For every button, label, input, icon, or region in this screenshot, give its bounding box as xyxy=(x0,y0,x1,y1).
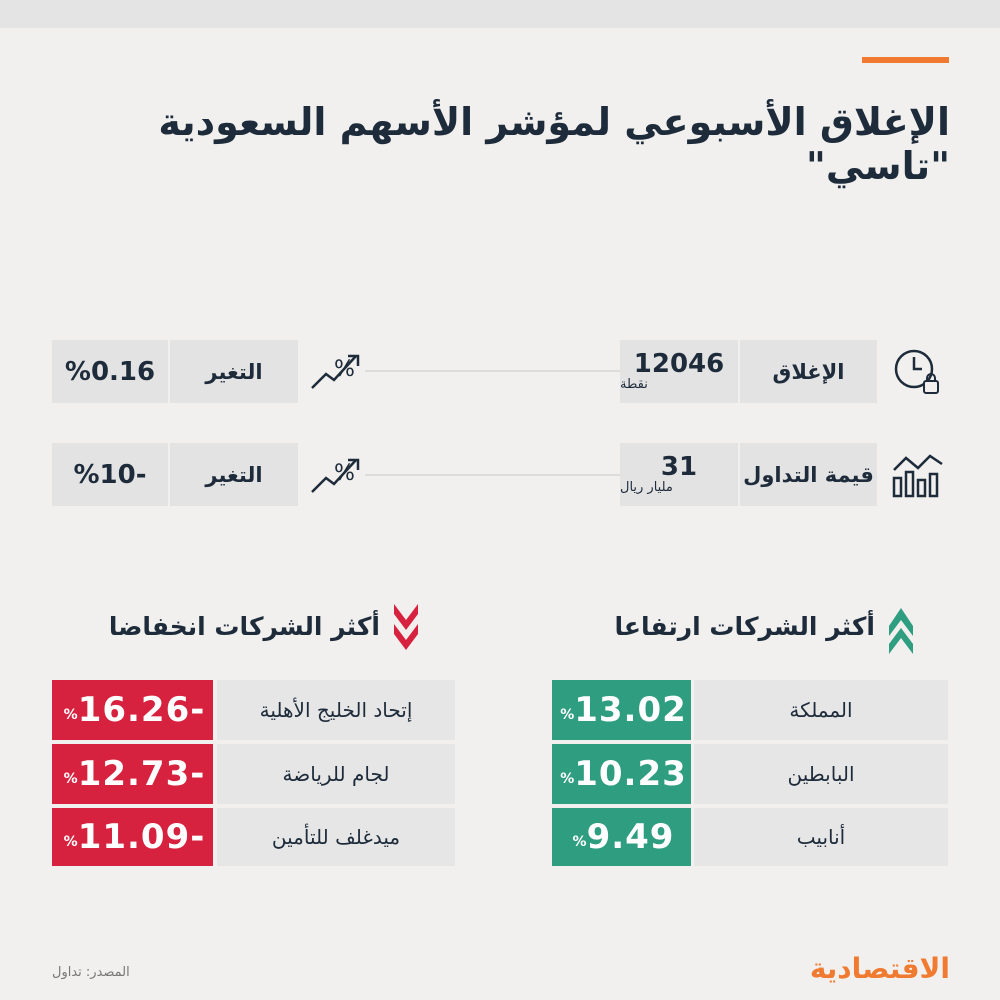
change-text: %0.16 xyxy=(64,356,156,387)
losers-title: أكثر الشركات انخفاضا xyxy=(108,612,380,641)
change-value: 10.23 xyxy=(574,754,687,794)
change-value: 9.49 xyxy=(586,817,675,857)
stat-unit: نقطة xyxy=(620,377,648,393)
percent-up-icon: % xyxy=(311,458,360,493)
title: الإغلاق الأسبوعي لمؤشر الأسهم السعودية "… xyxy=(158,100,950,188)
change-box: % 16.26- xyxy=(52,680,213,740)
change-box: % 13.02 xyxy=(552,680,691,740)
change-value: 12.73- xyxy=(77,754,206,794)
percent-sign: % xyxy=(572,834,587,850)
company-name: البابطين xyxy=(694,744,948,804)
gainers-title: أكثر الشركات ارتفاعا xyxy=(614,612,875,641)
svg-text:%: % xyxy=(334,357,355,382)
change-text: %10- xyxy=(73,459,147,490)
connector xyxy=(365,370,620,372)
percent-sign: % xyxy=(560,707,575,723)
stat-label: الإغلاق xyxy=(740,340,877,403)
change-box: % 12.73- xyxy=(52,744,213,804)
change-box: % 9.49 xyxy=(552,808,691,866)
stat-value: 31 xyxy=(660,452,698,483)
source: المصدر: تداول xyxy=(52,965,130,980)
company-name: إتحاد الخليج الأهلية xyxy=(217,680,455,740)
percent-sign: % xyxy=(63,834,78,850)
company-name: ميدغلف للتأمين xyxy=(217,808,455,866)
change-value: %0.16 xyxy=(52,340,168,403)
stat-value-box: 31 مليار ريال xyxy=(620,443,738,506)
clock-icon xyxy=(894,349,939,394)
change-value: 16.26- xyxy=(77,690,206,730)
stat-unit: مليار ريال xyxy=(620,480,673,496)
stat-value-box: 12046 نقطة xyxy=(620,340,738,403)
svg-text:%: % xyxy=(334,461,355,486)
change-value: %10- xyxy=(52,443,168,506)
percent-sign: % xyxy=(63,707,78,723)
company-name: المملكة xyxy=(694,680,948,740)
logo: الاقتصادية xyxy=(809,952,950,985)
change-value: 13.02 xyxy=(574,690,687,730)
top-bar xyxy=(0,0,1000,28)
connector xyxy=(365,474,620,476)
stat-value: 12046 xyxy=(633,349,725,380)
change-value: 11.09- xyxy=(77,817,206,857)
change-label: التغير xyxy=(170,340,298,403)
chart-icon xyxy=(892,454,943,498)
percent-sign: % xyxy=(560,771,575,787)
company-name: لجام للرياضة xyxy=(217,744,455,804)
change-label: التغير xyxy=(170,443,298,506)
percent-sign: % xyxy=(63,771,78,787)
down-chevrons xyxy=(394,604,418,650)
stat-label: قيمة التداول xyxy=(740,443,877,506)
up-chevrons xyxy=(889,608,913,654)
change-box: % 10.23 xyxy=(552,744,691,804)
accent-line xyxy=(862,57,949,63)
percent-up-icon: % xyxy=(311,354,360,389)
company-name: أنابيب xyxy=(694,808,948,866)
change-box: % 11.09- xyxy=(52,808,213,866)
